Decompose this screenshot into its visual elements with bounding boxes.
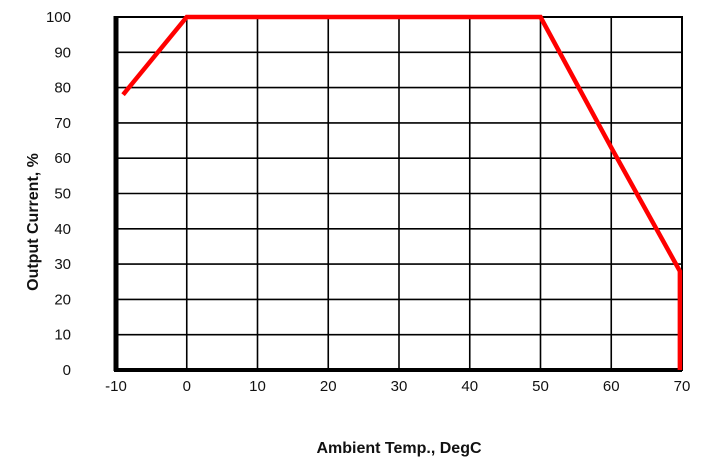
y-tick-label: 90 [54,44,71,61]
y-tick-label: 20 [54,291,71,308]
y-axis-title: Output Current, % [25,153,42,291]
x-axis-title: Ambient Temp., DegC [316,440,481,457]
x-tick-label: 10 [249,378,266,395]
x-tick-label: 30 [391,378,408,395]
y-tick-label: 60 [54,150,71,167]
x-tick-label: 70 [674,378,691,395]
grid [113,16,683,372]
x-tick-label: 20 [320,378,337,395]
y-tick-label: 40 [54,221,71,238]
series-layer [121,14,683,370]
y-tick-label: 30 [54,256,71,273]
y-tick-label: 10 [54,327,71,344]
y-tick-label: 80 [54,80,71,97]
axes: Ambient Temp., DegC Output Current, % -1… [25,9,690,457]
x-tick-label: -10 [105,378,127,395]
y-tick-label: 50 [54,186,71,203]
x-tick-label: 40 [461,378,478,395]
x-tick-label: 0 [183,378,191,395]
y-tick-label: 70 [54,115,71,132]
series-line [121,14,683,370]
y-tick-label: 100 [46,9,71,26]
x-tick-label: 60 [603,378,620,395]
x-tick-label: 50 [532,378,549,395]
y-tick-label: 0 [63,362,71,379]
